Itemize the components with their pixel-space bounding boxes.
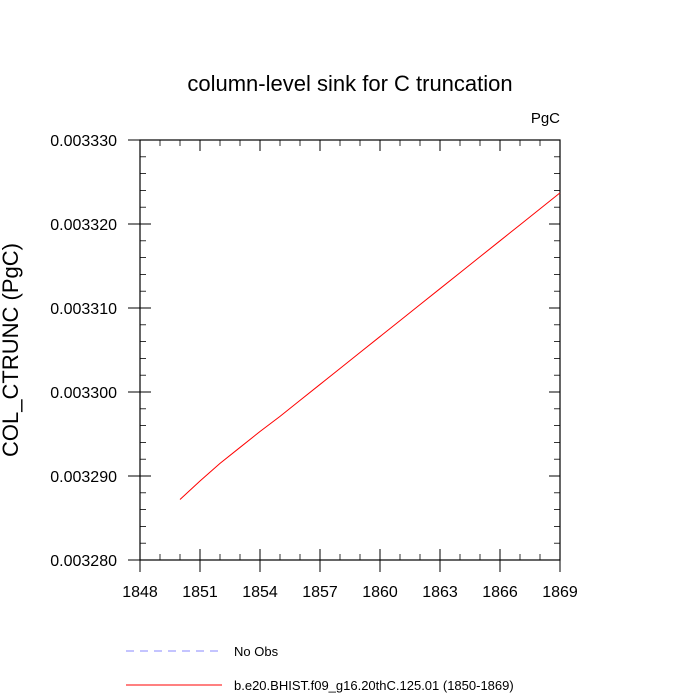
x-tick-label: 1863 [422, 584, 458, 601]
x-tick-label: 1848 [122, 584, 158, 601]
x-tick-label: 1854 [242, 584, 278, 601]
plot-frame [139, 139, 561, 561]
y-tick-label: 0.003300 [50, 385, 117, 402]
x-tick-label: 1869 [542, 584, 578, 601]
series-line [179, 192, 561, 500]
axis-ticks [128, 139, 561, 572]
x-tick-label: 1860 [362, 584, 398, 601]
units-label: PgC [531, 110, 560, 127]
y-tick-label: 0.003310 [50, 301, 117, 318]
chart-title: column-level sink for C truncation [187, 71, 512, 96]
x-tick-label: 1851 [182, 584, 218, 601]
y-tick-label: 0.003290 [50, 469, 117, 486]
legend-label-model-run: b.e20.BHIST.f09_g16.20thC.125.01 (1850-1… [234, 678, 514, 693]
y-tick-label: 0.003280 [50, 553, 117, 570]
legend: No Obs b.e20.BHIST.f09_g16.20thC.125.01 … [126, 644, 514, 693]
x-tick-label: 1866 [482, 584, 518, 601]
x-tick-labels: 1848 1851 1854 1857 1860 1863 1866 1869 [122, 584, 578, 601]
legend-label-no-obs: No Obs [234, 644, 279, 659]
series-lines [179, 192, 561, 500]
y-tick-label: 0.003330 [50, 133, 117, 150]
y-axis-label: COL_CTRUNC (PgC) [0, 243, 23, 457]
x-tick-label: 1857 [302, 584, 338, 601]
y-tick-label: 0.003320 [50, 217, 117, 234]
y-tick-labels: 0.003280 0.003290 0.003300 0.003310 0.003320… [50, 133, 117, 570]
